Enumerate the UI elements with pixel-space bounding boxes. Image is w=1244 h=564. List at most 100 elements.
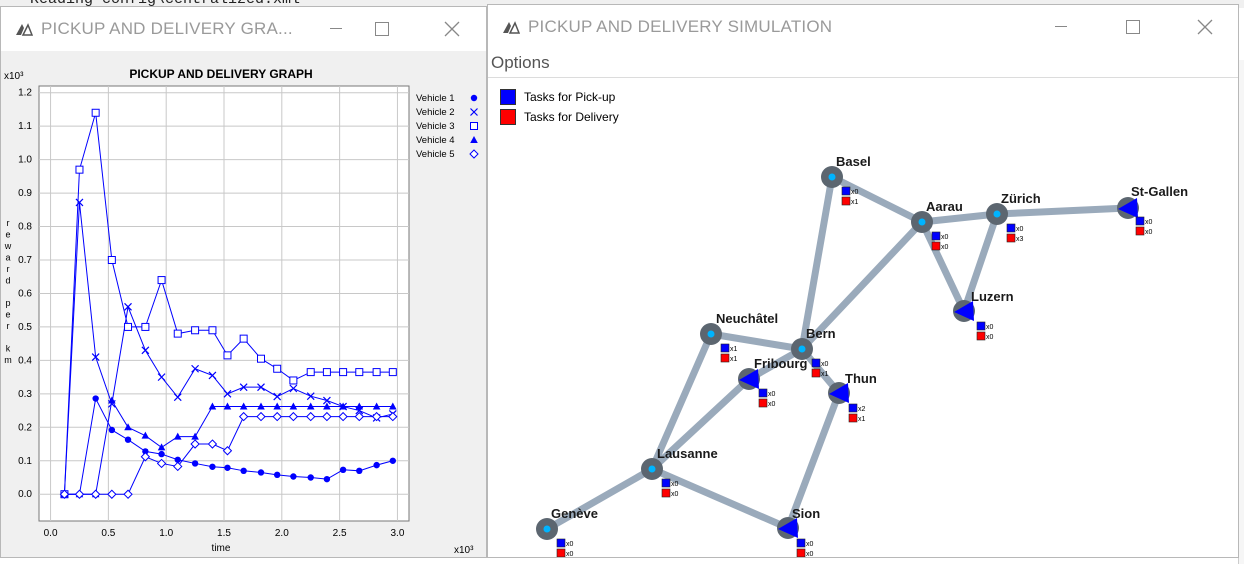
data-point bbox=[141, 346, 150, 355]
delivery-count: x0 bbox=[1145, 229, 1153, 236]
data-point bbox=[273, 471, 281, 479]
data-point bbox=[191, 460, 199, 467]
city-node-center bbox=[918, 218, 926, 226]
city-luzern[interactable]: Luzern x0 x0 bbox=[953, 289, 1014, 341]
legend-marker bbox=[470, 108, 478, 116]
delivery-count-box bbox=[811, 368, 821, 378]
city-thun[interactable]: Thun x2 x1 bbox=[828, 371, 877, 423]
delivery-count: x0 bbox=[671, 491, 679, 498]
city-label: Luzern bbox=[971, 289, 1014, 304]
data-point bbox=[339, 402, 347, 410]
road-Neuchâtel-Lausanne bbox=[648, 330, 715, 473]
road-Lausanne-Sion bbox=[648, 465, 792, 532]
city-node bbox=[953, 300, 975, 322]
city-node-center bbox=[828, 173, 836, 181]
city-node bbox=[777, 517, 799, 539]
city-node-center bbox=[543, 525, 551, 533]
road-Thun-Sion bbox=[784, 389, 843, 532]
city-node bbox=[911, 211, 933, 233]
pickup-count-box bbox=[931, 231, 941, 241]
delivery-count: x0 bbox=[941, 244, 949, 251]
data-point bbox=[123, 489, 133, 499]
y-axis-label-char: r bbox=[7, 264, 10, 274]
legend-entry-label: Vehicle 5 bbox=[416, 149, 455, 160]
city-st-gallen[interactable]: St-Gallen x0 x0 bbox=[1117, 184, 1188, 236]
minimize-button[interactable] bbox=[1038, 11, 1084, 43]
menu-options[interactable]: Options bbox=[491, 53, 550, 72]
delivery-count-box bbox=[841, 196, 851, 206]
y-tick-label: 0.8 bbox=[18, 222, 32, 233]
x-axis-label: time bbox=[212, 543, 231, 554]
data-point bbox=[107, 256, 116, 264]
city-bern[interactable]: Bern x0 x1 bbox=[791, 326, 836, 378]
data-point bbox=[289, 384, 298, 393]
data-point bbox=[158, 450, 165, 458]
city-node-center bbox=[993, 210, 1001, 218]
data-point bbox=[256, 411, 266, 422]
data-point bbox=[75, 198, 84, 207]
y-tick-label: 0.5 bbox=[18, 322, 32, 333]
data-point bbox=[141, 322, 150, 331]
maximize-button[interactable] bbox=[1110, 11, 1156, 43]
city-sion[interactable]: Sion x0 x0 bbox=[777, 506, 820, 557]
city-node-center bbox=[960, 307, 968, 315]
pickup-count: x0 bbox=[821, 361, 829, 368]
data-point bbox=[208, 371, 217, 380]
city-zürich[interactable]: Zürich x0 x3 bbox=[986, 191, 1041, 243]
data-point bbox=[74, 489, 85, 499]
pickup-count-box bbox=[720, 343, 730, 353]
data-point bbox=[223, 402, 232, 410]
delivery-count: x1 bbox=[851, 199, 859, 206]
delivery-count-box bbox=[931, 241, 941, 251]
data-point bbox=[373, 461, 380, 469]
reward-chart: 0.0 0.5 1.0 1.5 2.0 2.5 3.0 0.0 0.1 0.2 0.3 0.4 0.5 0… bbox=[1, 51, 486, 557]
city-aarau[interactable]: Aarau x0 x0 bbox=[911, 199, 963, 251]
data-point bbox=[238, 411, 249, 422]
y-axis-label-char: e bbox=[5, 230, 10, 240]
chart-legend: Vehicle 1 Vehicle 2 Vehicle 3 Vehicle 4 Vehi… bbox=[416, 93, 479, 160]
maximize-button[interactable] bbox=[359, 13, 405, 45]
vehicle-icon bbox=[954, 301, 974, 321]
graph-window-titlebar[interactable]: PICKUP AND DELIVERY GRA... bbox=[1, 7, 486, 51]
sim-window-titlebar[interactable]: PICKUP AND DELIVERY SIMULATION bbox=[488, 5, 1238, 49]
y-tick-label: 1.0 bbox=[18, 155, 32, 166]
vehicle-icon bbox=[829, 383, 849, 403]
data-point bbox=[323, 402, 331, 410]
pickup-legend-swatch bbox=[500, 89, 516, 105]
city-node bbox=[1117, 197, 1139, 219]
data-point bbox=[389, 402, 397, 410]
close-icon bbox=[444, 21, 460, 37]
data-point bbox=[322, 396, 331, 405]
city-fribourg[interactable]: Fribourg x0 x0 bbox=[738, 356, 807, 408]
city-lausanne[interactable]: Lausanne x0 x0 bbox=[641, 446, 718, 498]
delivery-count-box bbox=[848, 413, 858, 423]
legend-entry-label: Vehicle 3 bbox=[416, 121, 455, 132]
data-point bbox=[156, 458, 167, 469]
data-point bbox=[389, 457, 397, 464]
delivery-count: x0 bbox=[986, 334, 994, 341]
series-vehicle-2 bbox=[60, 198, 397, 499]
city-node bbox=[986, 203, 1008, 225]
city-basel[interactable]: Basel x0 x1 bbox=[821, 154, 871, 206]
x-tick-label: 2.5 bbox=[333, 528, 347, 539]
pickup-count: x0 bbox=[851, 189, 859, 196]
pickup-count-box bbox=[556, 538, 566, 548]
close-button[interactable] bbox=[429, 13, 475, 45]
data-point bbox=[124, 322, 133, 331]
pickup-count: x0 bbox=[671, 481, 679, 488]
series-vehicle-3 bbox=[60, 108, 397, 499]
data-point bbox=[173, 393, 182, 402]
delivery-count: x1 bbox=[858, 416, 866, 423]
delivery-count-box bbox=[758, 398, 768, 408]
close-button[interactable] bbox=[1182, 11, 1228, 43]
data-point bbox=[174, 456, 181, 463]
city-neuchâtel[interactable]: Neuchâtel x1 x1 bbox=[700, 311, 778, 363]
city-node-center bbox=[745, 375, 753, 383]
minimize-button[interactable] bbox=[313, 13, 359, 45]
data-point bbox=[372, 402, 381, 410]
swiss-map: Basel x0 x1 Aarau x0 x0 Zürich x0 x3 St-Gallen x0 x… bbox=[536, 154, 1188, 557]
city-genève[interactable]: Genève x0 x0 bbox=[536, 506, 598, 557]
city-label: St-Gallen bbox=[1131, 184, 1188, 199]
delivery-count: x3 bbox=[1016, 236, 1024, 243]
